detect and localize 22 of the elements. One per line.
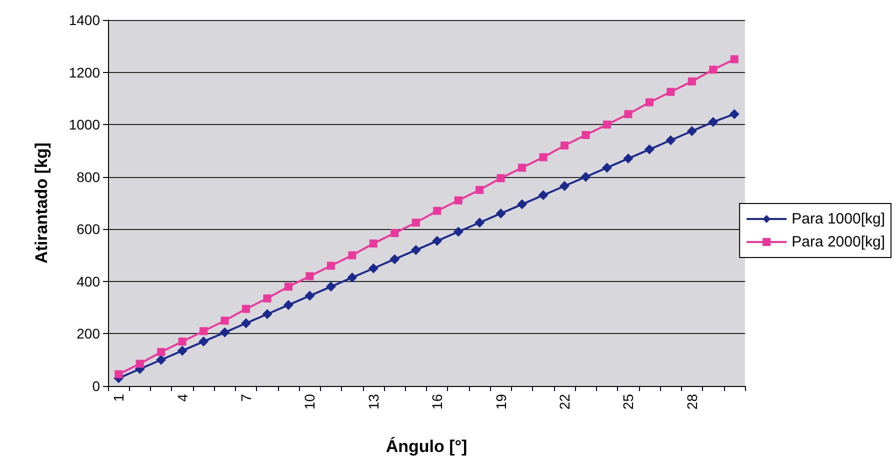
legend-label: Para 1000[kg] (792, 210, 886, 228)
x-tick-label: 7 (238, 394, 254, 402)
y-tick-label: 1400 (68, 12, 100, 28)
x-tick-label: 16 (429, 394, 446, 410)
y-tick-label: 800 (76, 168, 100, 185)
y-tick-label: 1000 (68, 116, 100, 133)
x-axis-title: Ángulo [°] (386, 436, 468, 456)
y-axis-title: Atirantado [kg] (32, 142, 51, 264)
x-tick-label: 25 (620, 394, 636, 410)
x-tick-label: 4 (174, 394, 190, 402)
x-tick-label: 28 (684, 394, 700, 410)
x-tick-label: 1 (110, 394, 127, 402)
y-tick-label: 400 (76, 273, 100, 290)
y-tick-label: 600 (76, 221, 100, 238)
x-tick-label: 10 (302, 394, 318, 410)
y-tick-label: 0 (92, 378, 100, 394)
y-tick-label: 1200 (68, 64, 100, 80)
y-tick-label: 200 (76, 326, 100, 342)
x-tick-label: 13 (365, 394, 382, 410)
x-tick-label: 22 (556, 394, 573, 410)
x-tick-label: 19 (492, 394, 509, 410)
legend-label: Para 2000[kg] (792, 234, 886, 250)
